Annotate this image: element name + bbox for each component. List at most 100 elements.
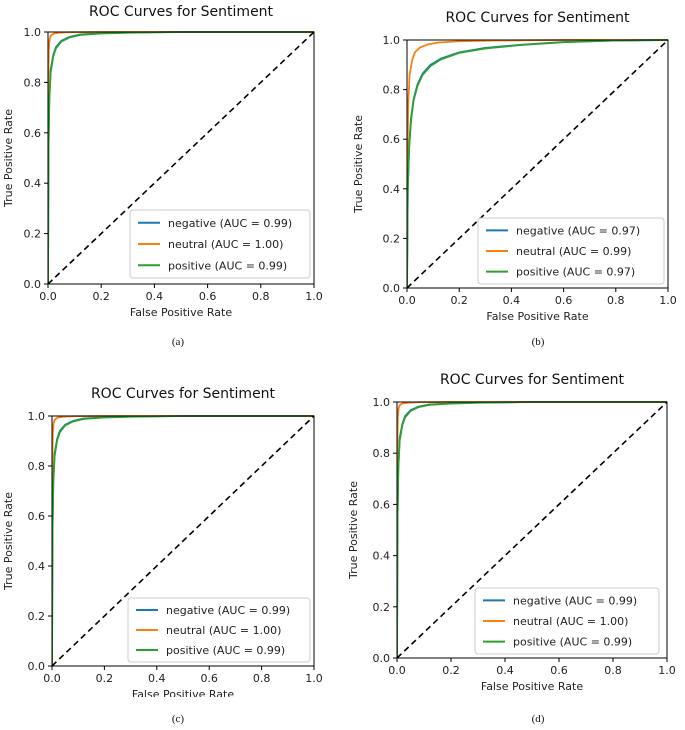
x-tick-label: 0.0 xyxy=(388,664,406,677)
x-axis-label: False Positive Rate xyxy=(132,688,234,697)
y-tick-label: 1.0 xyxy=(24,26,42,39)
series-line-positive xyxy=(52,415,314,666)
series-line-chance xyxy=(52,415,315,666)
y-tick-label: 0.6 xyxy=(28,510,46,523)
x-tick-label: 0.8 xyxy=(252,290,270,303)
x-tick-label: 0.6 xyxy=(199,290,217,303)
legend-box xyxy=(129,209,311,279)
y-axis-label: True Positive Rate xyxy=(2,492,15,591)
y-tick-label: 0.2 xyxy=(24,228,42,241)
x-tick-label: 0.0 xyxy=(39,290,57,303)
y-tick-label: 0.0 xyxy=(24,278,42,291)
legend-label-positive: positive (AUC = 0.99) xyxy=(166,644,285,657)
caption-b: (b) xyxy=(531,336,545,348)
x-axis-label: False Positive Rate xyxy=(130,306,232,319)
legend-label-negative: negative (AUC = 0.99) xyxy=(513,594,637,607)
y-tick-label: 0.6 xyxy=(383,133,401,146)
x-tick-label: 1.0 xyxy=(305,290,323,303)
y-tick-label: 1.0 xyxy=(383,34,401,47)
y-axis-label: True Positive Rate xyxy=(347,481,360,580)
x-tick-label: 0.4 xyxy=(503,294,521,307)
legend-label-neutral: neutral (AUC = 1.00) xyxy=(168,238,283,251)
x-tick-label: 0.6 xyxy=(200,672,218,685)
y-tick-label: 1.0 xyxy=(373,396,391,409)
x-tick-label: 1.0 xyxy=(658,664,676,677)
y-axis-label: True Positive Rate xyxy=(352,115,365,214)
roc-chart-d: ROC Curves for Sentiment 0.0 0.2 0.4 0.6 0.8 1… xyxy=(347,372,676,693)
plot-frame xyxy=(47,31,315,285)
chart-title: ROC Curves for Sentiment xyxy=(89,4,274,20)
roc-chart-b: ROC Curves for Sentiment 0.0 0.2 0.4 0.6 0.8 1… xyxy=(352,10,677,323)
x-axis-label: False Positive Rate xyxy=(481,680,583,693)
y-tick-label: 0.6 xyxy=(24,127,42,140)
y-tick-label: 0.6 xyxy=(373,498,391,511)
y-tick-label: 0.2 xyxy=(383,232,401,245)
x-tick-label: 0.8 xyxy=(607,294,625,307)
x-tick-label: 0.8 xyxy=(253,672,271,685)
x-tick-label: 0.4 xyxy=(496,664,514,677)
series-line-positive xyxy=(397,401,667,658)
legend-label-positive: positive (AUC = 0.99) xyxy=(513,636,632,649)
y-tick-label: 0.0 xyxy=(28,660,46,673)
series-line-positive xyxy=(407,39,669,288)
legend: negative (AUC = 0.99) neutral (AUC = 1.00… xyxy=(474,587,660,655)
x-tick-label: 0.2 xyxy=(96,672,114,685)
legend-label-negative: negative (AUC = 0.99) xyxy=(168,217,292,230)
legend-label-positive: positive (AUC = 0.99) xyxy=(168,259,287,272)
legend-label-neutral: neutral (AUC = 1.00) xyxy=(166,624,281,637)
plot-frame xyxy=(51,415,315,667)
y-tick-label: 0.4 xyxy=(383,183,401,196)
y-tick-label: 0.4 xyxy=(24,177,42,190)
legend: negative (AUC = 0.99) neutral (AUC = 1.00… xyxy=(129,209,311,279)
legend-label-negative: negative (AUC = 0.97) xyxy=(516,224,640,237)
x-tick-label: 0.6 xyxy=(555,294,573,307)
y-tick-label: 0.2 xyxy=(373,601,391,614)
caption-d: (d) xyxy=(531,713,545,725)
y-axis-label: True Positive Rate xyxy=(2,109,15,208)
x-axis-label: False Positive Rate xyxy=(486,310,588,323)
x-tick-label: 0.4 xyxy=(146,290,164,303)
x-tick-label: 1.0 xyxy=(659,294,677,307)
legend-box xyxy=(477,217,665,285)
x-tick-label: 1.0 xyxy=(305,672,323,685)
roc-chart-c: ROC Curves for Sentiment 0.0 0.2 0.4 0.6 0.8 1… xyxy=(2,386,323,697)
y-tick-label: 0.4 xyxy=(373,550,391,563)
caption-a: (a) xyxy=(171,336,185,348)
plot-frame xyxy=(396,401,668,659)
y-tick-label: 0.4 xyxy=(28,560,46,573)
series-line-positive xyxy=(48,31,314,284)
y-tick-label: 0.2 xyxy=(28,610,46,623)
x-tick-label: 0.2 xyxy=(92,290,110,303)
legend-label-neutral: neutral (AUC = 1.00) xyxy=(513,615,628,628)
x-tick-label: 0.2 xyxy=(442,664,460,677)
x-tick-label: 0.6 xyxy=(550,664,568,677)
y-tick-label: 0.8 xyxy=(373,447,391,460)
roc-chart-a: ROC Curves for Sentiment 0.0 0.2 0.4 0.6 0.8 1… xyxy=(2,4,323,319)
legend-label-neutral: neutral (AUC = 0.99) xyxy=(516,245,631,258)
series-line-chance xyxy=(407,39,669,288)
y-tick-label: 0.8 xyxy=(28,460,46,473)
chart-title: ROC Curves for Sentiment xyxy=(91,386,276,402)
x-tick-label: 0.2 xyxy=(450,294,468,307)
x-tick-label: 0.8 xyxy=(604,664,622,677)
plot-frame xyxy=(406,39,669,289)
legend-box xyxy=(127,597,311,663)
x-tick-label: 0.0 xyxy=(43,672,61,685)
chart-title: ROC Curves for Sentiment xyxy=(445,10,630,26)
chart-title: ROC Curves for Sentiment xyxy=(440,372,625,388)
series-line-chance xyxy=(48,31,315,284)
legend-box xyxy=(474,587,660,655)
legend: negative (AUC = 0.97) neutral (AUC = 0.99… xyxy=(477,217,665,285)
x-tick-label: 0.0 xyxy=(398,294,416,307)
y-tick-label: 0.0 xyxy=(383,282,401,295)
legend-label-positive: positive (AUC = 0.97) xyxy=(516,266,635,279)
legend: negative (AUC = 0.99) neutral (AUC = 1.00… xyxy=(127,597,311,663)
y-tick-label: 0.0 xyxy=(373,652,391,665)
y-tick-label: 0.8 xyxy=(383,84,401,97)
y-tick-label: 1.0 xyxy=(28,410,46,423)
caption-c: (c) xyxy=(171,713,185,725)
y-tick-label: 0.8 xyxy=(24,76,42,89)
x-tick-label: 0.4 xyxy=(148,672,166,685)
legend-label-negative: negative (AUC = 0.99) xyxy=(166,604,290,617)
series-line-chance xyxy=(397,401,668,658)
